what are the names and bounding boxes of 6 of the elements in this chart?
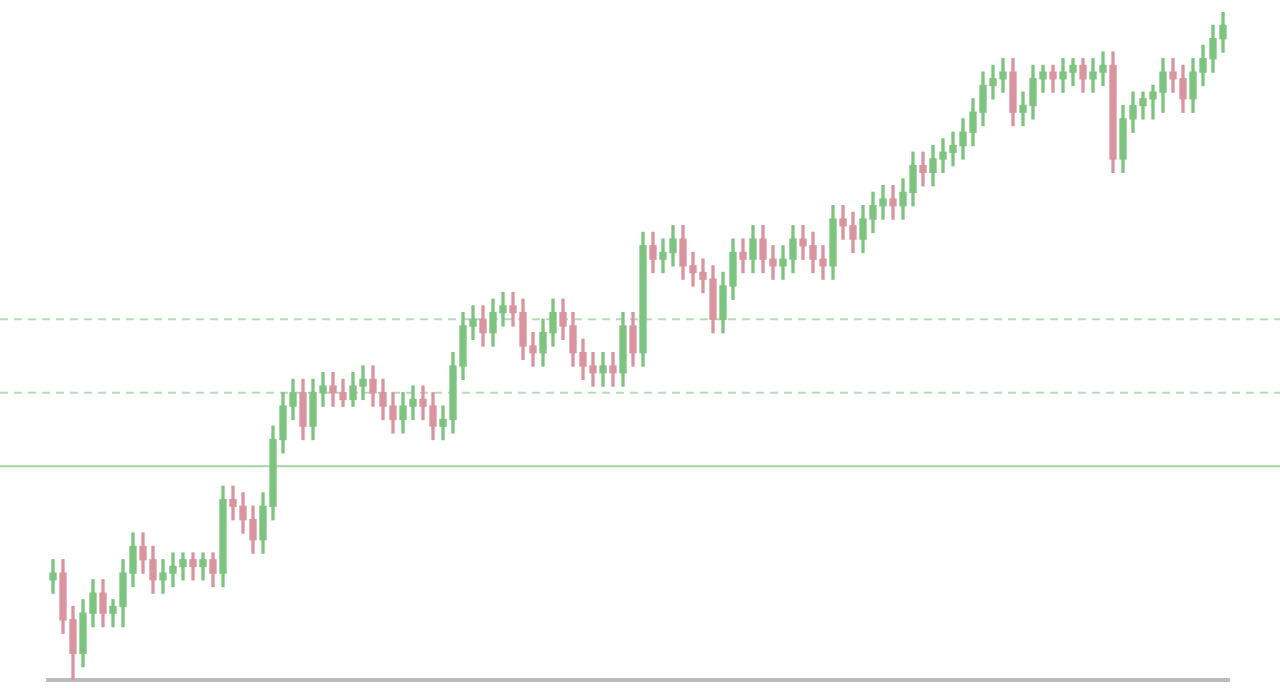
candlestick bbox=[49, 559, 57, 594]
candlestick bbox=[739, 238, 747, 274]
candlestick bbox=[609, 352, 617, 387]
candlestick bbox=[919, 151, 927, 187]
candlestick bbox=[889, 185, 897, 220]
candlestick bbox=[599, 352, 607, 387]
